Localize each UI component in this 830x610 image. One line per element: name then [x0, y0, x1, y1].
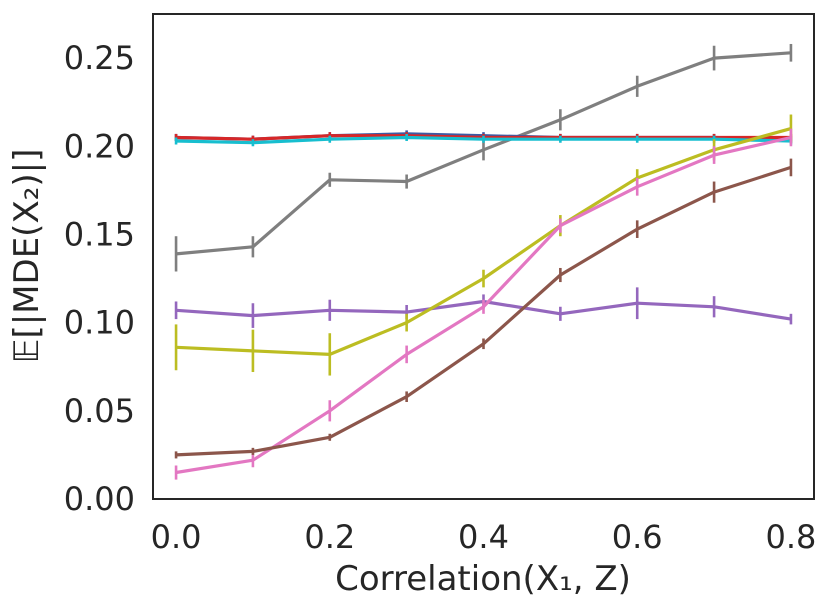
x-tick-label: 0.2 — [304, 518, 355, 556]
y-tick-label: 0.20 — [64, 127, 135, 165]
plot-frame — [152, 13, 815, 500]
series-brown — [174, 158, 793, 459]
y-axis-label: 𝔼[|MDE(X₂)|] — [7, 149, 47, 364]
tick-layer: 0.0 0.2 0.4 0.6 0.8 0.00 0.05 0.10 0.15 0.20 0.25 — [64, 39, 817, 556]
x-tick-label: 0.8 — [765, 518, 816, 556]
series-layer — [174, 43, 793, 480]
x-tick-label: 0.0 — [151, 518, 202, 556]
y-tick-label: 0.15 — [64, 215, 135, 253]
y-tick-label: 0.25 — [64, 39, 135, 77]
y-tick-label: 0.00 — [64, 480, 135, 518]
x-tick-label: 0.6 — [612, 518, 663, 556]
y-tick-label: 0.10 — [64, 304, 135, 342]
series-pink — [174, 128, 793, 480]
x-tick-label: 0.4 — [458, 518, 509, 556]
x-axis-label: Correlation(X₁, Z) — [335, 559, 631, 599]
series-gray — [174, 43, 793, 272]
y-tick-label: 0.05 — [64, 392, 135, 430]
